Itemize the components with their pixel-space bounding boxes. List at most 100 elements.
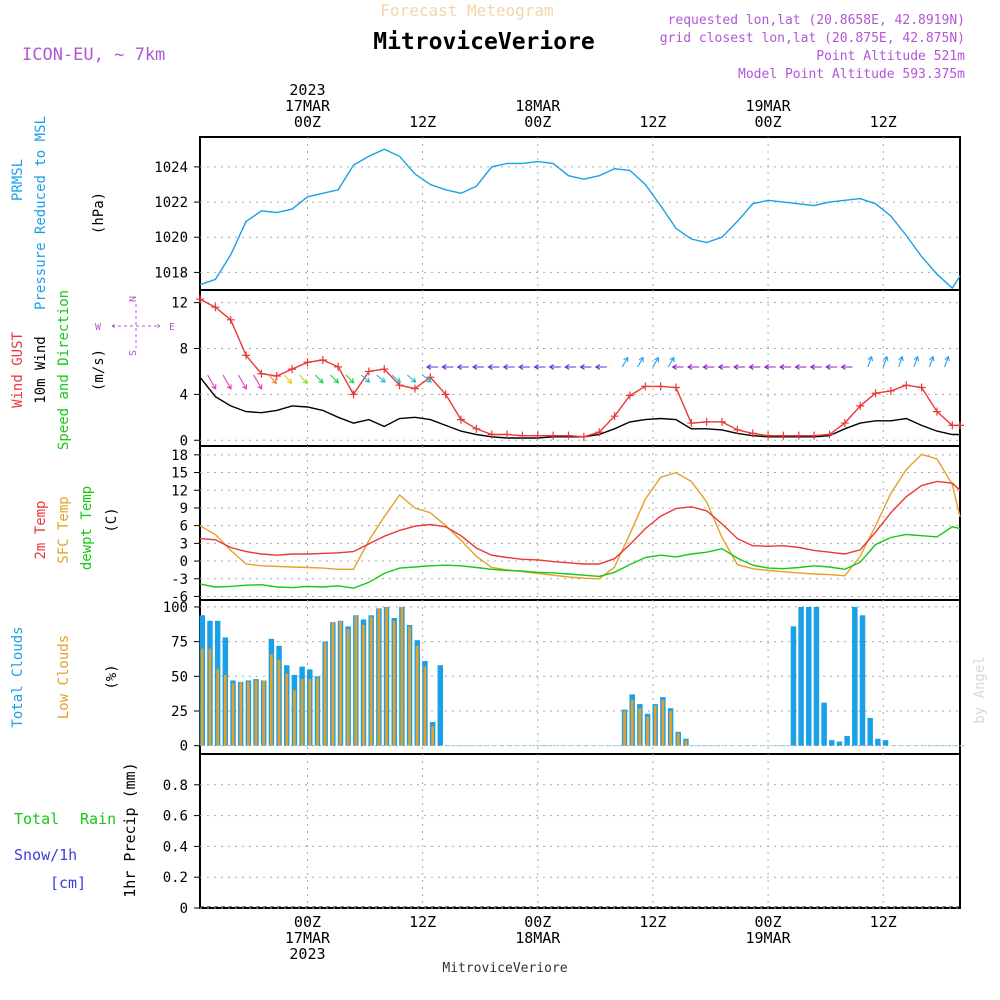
wind-direction-arrow	[237, 374, 248, 390]
top-time-label: 12Z	[639, 113, 666, 131]
gust-marker	[549, 431, 558, 440]
wind-direction-arrow	[222, 374, 232, 390]
wind-direction-arrow	[471, 364, 484, 370]
total-cloud-bar	[859, 615, 866, 746]
wind-direction-arrow	[299, 374, 308, 385]
pressure-label-1: PRMSL	[10, 159, 26, 201]
temp-label-1: 2m Temp	[33, 500, 49, 559]
model-point-altitude: Model Point Altitude 593.375m	[738, 67, 965, 82]
low-cloud-bar	[208, 648, 212, 746]
wind-direction-arrow	[425, 364, 438, 370]
gust-marker	[902, 381, 911, 390]
low-cloud-bar	[400, 606, 404, 746]
low-cloud-bar	[676, 733, 680, 746]
total-cloud-bar	[844, 735, 850, 746]
temp-label-2: SFC Temp	[56, 496, 72, 563]
low-cloud-bar	[638, 708, 642, 746]
clouds-label-2: Low Clouds	[56, 635, 72, 719]
wind-direction-arrow	[898, 355, 904, 368]
y-tick-label: 0.2	[163, 870, 188, 886]
gust-marker	[871, 389, 880, 398]
low-cloud-bar	[646, 716, 649, 746]
gust-marker	[948, 421, 957, 430]
closest-coords: grid closest lon,lat (20.875E, 42.875N)	[660, 31, 965, 46]
y-tick-label: 1018	[154, 265, 188, 281]
wind-direction-arrow	[441, 364, 454, 370]
total-cloud-bar	[829, 740, 835, 746]
pressure-panel: 1018 1020 1022 1024 PRMSL Pressure Reduced to…	[10, 116, 961, 310]
bottom-time-label: 18MAR	[515, 929, 561, 947]
wind-direction-arrow	[391, 374, 402, 383]
low-cloud-bar	[246, 681, 250, 746]
precip-unit: 1hr Precip (mm)	[121, 762, 139, 897]
wind-direction-arrow	[487, 364, 500, 370]
y-tick-label: -3	[171, 572, 188, 588]
gust-marker	[764, 431, 773, 440]
low-cloud-bar	[231, 683, 235, 746]
gust-marker	[349, 390, 358, 399]
gust-marker	[226, 315, 235, 324]
wind-direction-arrow	[533, 364, 546, 370]
wind-direction-arrow	[944, 355, 950, 368]
top-time-label: 12Z	[409, 113, 436, 131]
bottom-time-label: 12Z	[639, 913, 666, 931]
low-cloud-bar	[293, 690, 296, 746]
low-cloud-bar	[308, 679, 312, 746]
total-cloud-bar	[836, 741, 843, 746]
wind-direction-arrow	[671, 364, 684, 370]
panel-frame	[199, 599, 961, 755]
gust-marker	[334, 362, 343, 371]
wind-direction-arrow	[564, 364, 577, 370]
low-cloud-bar	[392, 620, 396, 746]
wind-direction-arrow	[548, 364, 561, 370]
gust-marker	[733, 425, 742, 434]
gust-marker	[242, 351, 251, 360]
sfc-temp-line	[199, 453, 961, 580]
wind-direction-arrow	[809, 364, 822, 370]
wind-direction-arrow	[518, 364, 531, 370]
bottom-time-label: 00Z	[755, 913, 782, 931]
low-cloud-bar	[423, 666, 427, 746]
total-cloud-bar	[437, 665, 444, 746]
panel-frame	[199, 136, 961, 291]
precip-label-total: Total	[14, 810, 59, 828]
low-cloud-bar	[331, 622, 335, 746]
y-tick-label: 0.6	[163, 809, 188, 825]
gust-marker	[487, 430, 496, 439]
y-tick-label: 4	[180, 387, 188, 403]
y-tick-label: 0.8	[163, 778, 188, 794]
total-cloud-bar	[867, 717, 873, 746]
gust-marker	[671, 383, 680, 392]
y-tick-label: 100	[163, 600, 188, 616]
gust-marker	[656, 382, 665, 391]
watermark: by Angel	[972, 656, 988, 723]
model-label: ICON-EU, ~ 7km	[22, 45, 165, 65]
top-time-label: 12Z	[870, 113, 897, 131]
low-cloud-bar	[385, 606, 388, 746]
low-cloud-bar	[339, 620, 342, 746]
gust-marker	[825, 430, 834, 439]
top-time-label: 2023	[289, 81, 325, 99]
top-time-label: 00Z	[755, 113, 782, 131]
pressure-unit: (hPa)	[91, 192, 107, 234]
bottom-time-label: 19MAR	[746, 929, 792, 947]
point-altitude: Point Altitude 521m	[816, 49, 965, 64]
wind-label-2: 10m Wind	[33, 336, 49, 403]
y-tick-label: 12	[171, 296, 188, 312]
requested-coords: requested lon,lat (20.8658E, 42.8919N)	[668, 13, 965, 28]
low-cloud-bar	[200, 648, 204, 746]
clouds-unit: (%)	[104, 664, 120, 689]
low-cloud-bar	[669, 710, 672, 746]
pressure-line	[199, 148, 961, 290]
gust-marker	[564, 431, 573, 440]
wind-direction-arrow	[621, 356, 629, 368]
low-cloud-bar	[684, 740, 688, 746]
gust-marker	[610, 412, 619, 421]
low-cloud-bar	[254, 680, 258, 746]
gust-marker	[196, 295, 204, 304]
y-tick-label: 0	[180, 433, 188, 449]
low-cloud-bar	[277, 659, 281, 746]
low-cloud-bar	[346, 629, 350, 746]
